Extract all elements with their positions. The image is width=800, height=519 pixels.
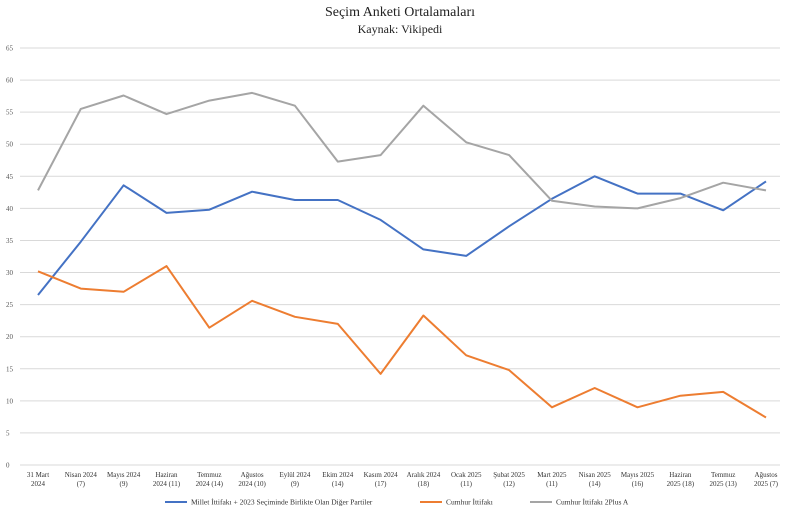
legend-label: Millet İttifakı + 2023 Seçiminde Birlikt… xyxy=(191,498,373,507)
x-tick-label: (14) xyxy=(332,480,344,488)
y-tick-label: 60 xyxy=(6,77,14,85)
y-tick-label: 50 xyxy=(6,141,14,149)
x-tick-label: (9) xyxy=(120,480,129,488)
x-tick-label: Haziran xyxy=(155,471,178,479)
x-tick-label: Nisan 2025 xyxy=(579,471,612,479)
x-tick-label: 2025 (7) xyxy=(754,480,779,488)
x-tick-label: 2024 (11) xyxy=(153,480,181,488)
series-line-2 xyxy=(37,265,767,419)
y-tick-label: 65 xyxy=(6,45,14,53)
x-tick-label: 2025 (18) xyxy=(667,480,695,488)
x-tick-label: (14) xyxy=(589,480,601,488)
series-line-3 xyxy=(37,91,767,210)
y-tick-label: 55 xyxy=(6,109,14,117)
legend-label: Cumhur İttifakı xyxy=(446,498,493,507)
x-tick-label: 2024 xyxy=(31,480,46,488)
legend-label: Cumhur İttifakı 2Plus A xyxy=(556,498,629,507)
y-tick-label: 5 xyxy=(6,429,10,437)
y-tick-label: 0 xyxy=(6,462,10,470)
x-tick-label: Ocak 2025 xyxy=(451,471,482,479)
x-tick-label: Mayıs 2025 xyxy=(621,471,655,479)
y-tick-label: 45 xyxy=(6,173,14,181)
x-tick-label: (18) xyxy=(418,480,430,488)
x-tick-label: (7) xyxy=(77,480,86,488)
x-tick-label: Aralık 2024 xyxy=(407,471,441,479)
x-tick-label: 2024 (14) xyxy=(196,480,224,488)
x-tick-label: Nisan 2024 xyxy=(65,471,98,479)
x-tick-label: Temmuz xyxy=(197,471,221,479)
x-tick-label: 2025 (13) xyxy=(709,480,737,488)
x-tick-label: Ağustos xyxy=(755,471,778,479)
x-tick-label: Ekim 2024 xyxy=(322,471,353,479)
x-tick-label: 31 Mart xyxy=(27,471,49,479)
x-tick-label: Şubat 2025 xyxy=(493,471,525,479)
x-tick-label: Mart 2025 xyxy=(537,471,567,479)
x-tick-label: Kasım 2024 xyxy=(364,471,399,479)
y-tick-label: 20 xyxy=(6,333,14,341)
y-tick-label: 35 xyxy=(6,237,14,245)
y-tick-label: 15 xyxy=(6,365,14,373)
x-tick-label: (9) xyxy=(291,480,300,488)
x-tick-label: (11) xyxy=(461,480,473,488)
x-tick-label: Eylül 2024 xyxy=(279,471,310,479)
x-tick-label: Temmuz xyxy=(711,471,735,479)
y-tick-label: 25 xyxy=(6,301,14,309)
x-tick-label: Mayıs 2024 xyxy=(107,471,141,479)
x-tick-label: (12) xyxy=(503,480,515,488)
x-tick-label: 2024 (10) xyxy=(238,480,266,488)
y-tick-label: 30 xyxy=(6,269,14,277)
x-tick-label: Haziran xyxy=(669,471,692,479)
chart-title: Seçim Anketi Ortalamaları xyxy=(324,5,476,20)
x-tick-label: (17) xyxy=(375,480,387,488)
series-line-1 xyxy=(37,175,767,296)
y-tick-label: 10 xyxy=(6,397,14,405)
x-tick-label: (11) xyxy=(546,480,558,488)
chart-subtitle: Kaynak: Vikipedi xyxy=(357,22,443,36)
x-tick-label: Ağustos xyxy=(241,471,264,479)
y-tick-label: 40 xyxy=(6,205,14,213)
x-tick-label: (16) xyxy=(632,480,644,488)
